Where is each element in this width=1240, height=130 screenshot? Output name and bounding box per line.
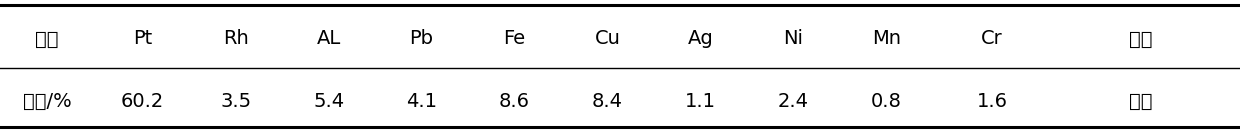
Text: Cr: Cr: [981, 30, 1003, 48]
Text: 0.8: 0.8: [872, 92, 901, 111]
Text: Ni: Ni: [784, 30, 804, 48]
Text: 4.1: 4.1: [407, 92, 438, 111]
Text: 1.6: 1.6: [977, 92, 1007, 111]
Text: 2.4: 2.4: [779, 92, 808, 111]
Text: Ag: Ag: [688, 30, 713, 48]
Text: 3.5: 3.5: [219, 92, 252, 111]
Text: 1.1: 1.1: [684, 92, 715, 111]
Text: Mn: Mn: [872, 30, 901, 48]
Text: Pb: Pb: [409, 30, 434, 48]
Text: Rh: Rh: [223, 30, 248, 48]
Text: 5.4: 5.4: [312, 92, 345, 111]
Text: Pt: Pt: [133, 30, 153, 48]
Text: Cu: Cu: [595, 30, 620, 48]
Text: 含量/%: 含量/%: [22, 92, 72, 111]
Text: 8.4: 8.4: [593, 92, 624, 111]
Text: AL: AL: [316, 30, 341, 48]
Text: 其它: 其它: [1130, 30, 1152, 48]
Text: Fe: Fe: [503, 30, 526, 48]
Text: 成分: 成分: [36, 30, 58, 48]
Text: 60.2: 60.2: [122, 92, 164, 111]
Text: 8.6: 8.6: [498, 92, 531, 111]
Text: 余量: 余量: [1130, 92, 1152, 111]
